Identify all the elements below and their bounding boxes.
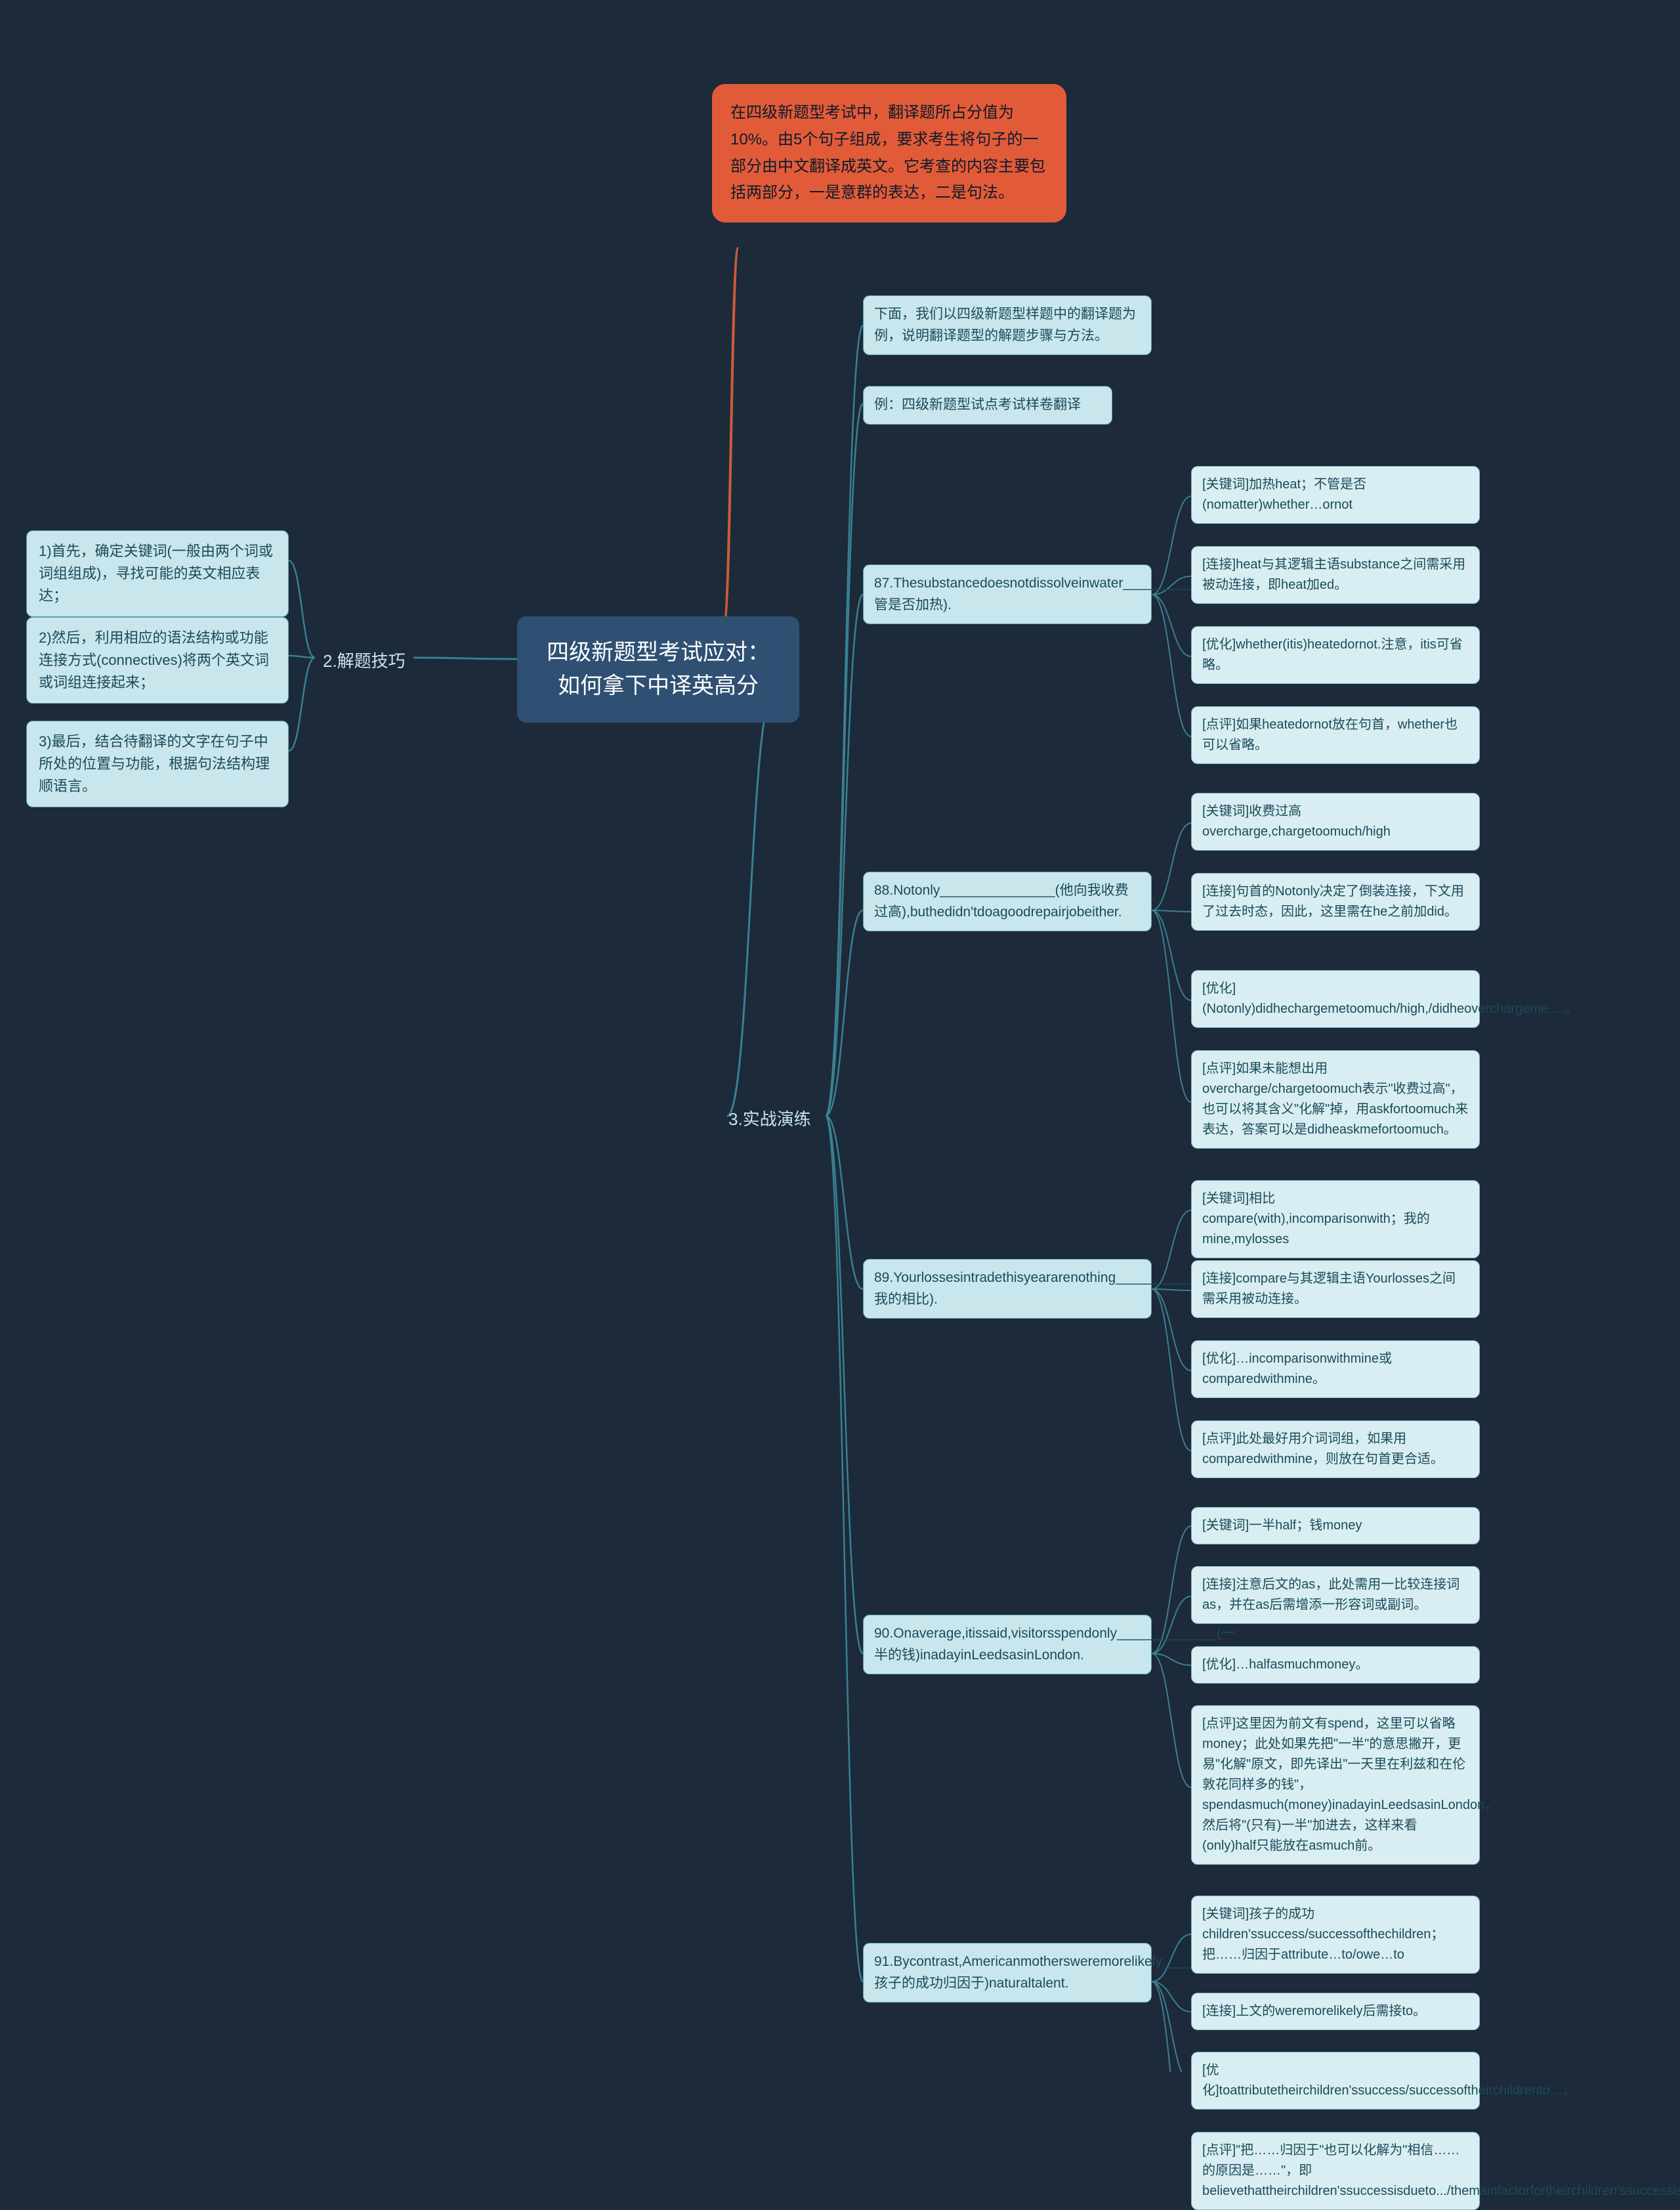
section2-item: 2)然后，利用相应的语法结构或功能连接方式(connectives)将两个英文词… [26, 617, 289, 704]
leaf-node: [点评]如果未能想出用overcharge/chargetoomuch表示"收费… [1191, 1050, 1480, 1149]
leaf-node: [点评]这里因为前文有spend，这里可以省略money；此处如果先把"一半"的… [1191, 1705, 1480, 1865]
leaf-node: [优化](Notonly)didhechargemetoomuch/high,/… [1191, 970, 1480, 1028]
section1-node: 在四级新题型考试中，翻译题所占分值为10%。由5个句子组成，要求考生将句子的一部… [712, 84, 1066, 223]
leaf-node: [点评]如果heatedornot放在句首，whether也可以省略。 [1191, 706, 1480, 764]
leaf-node: [连接]句首的Notonly决定了倒装连接，下文用了过去时态，因此，这里需在he… [1191, 873, 1480, 931]
section3-intro: 例：四级新题型试点考试样卷翻译 [863, 386, 1112, 425]
section3-label: 3.实战演练 [721, 1103, 819, 1136]
section2-label: 2.解题技巧 [315, 645, 413, 678]
question-node: 88.Notonly_______________(他向我收费过高),buthe… [863, 872, 1152, 931]
leaf-node: [关键词]孩子的成功children'ssuccess/successofthe… [1191, 1896, 1480, 1974]
section2-item: 1)首先，确定关键词(一般由两个词或词组组成)，寻找可能的英文相应表达； [26, 530, 289, 617]
leaf-node: [关键词]收费过高overcharge,chargetoomuch/high [1191, 793, 1480, 851]
question-node: 91.Bycontrast,Americanmothersweremorelik… [863, 1943, 1152, 2003]
root-node: 四级新题型考试应对：如何拿下中译英高分 [517, 616, 799, 723]
question-node: 90.Onaverage,itissaid,visitorsspendonly_… [863, 1615, 1152, 1674]
question-node: 87.Thesubstancedoesnotdissolveinwater___… [863, 564, 1152, 624]
leaf-node: [关键词]一半half；钱money [1191, 1507, 1480, 1544]
section3-label-text: 3.实战演练 [728, 1109, 811, 1129]
leaf-node: [连接]compare与其逻辑主语Yourlosses之间需采用被动连接。 [1191, 1260, 1480, 1318]
section2-item: 3)最后，结合待翻译的文字在句子中所处的位置与功能，根据句法结构理顺语言。 [26, 721, 289, 807]
section3-intro: 下面，我们以四级新题型样题中的翻译题为例，说明翻译题型的解题步骤与方法。 [863, 295, 1152, 355]
leaf-node: [连接]上文的weremorelikely后需接to。 [1191, 1993, 1480, 2030]
root-text: 四级新题型考试应对：如何拿下中译英高分 [547, 640, 770, 698]
leaf-node: [连接]注意后文的as，此处需用一比较连接词as，并在as后需增添一形容词或副词… [1191, 1566, 1480, 1624]
leaf-node: [关键词]加热heat；不管是否(nomatter)whether…ornot [1191, 466, 1480, 524]
leaf-node: [关键词]相比compare(with),incomparisonwith；我的… [1191, 1180, 1480, 1258]
leaf-node: [点评]"把……归因于"也可以化解为"相信……的原因是……"，即believet… [1191, 2132, 1480, 2210]
section2-label-text: 2.解题技巧 [323, 651, 406, 671]
leaf-node: [优化]whether(itis)heatedornot.注意，itis可省略。 [1191, 626, 1480, 684]
leaf-node: [连接]heat与其逻辑主语substance之间需采用被动连接，即heat加e… [1191, 546, 1480, 604]
section1-text: 在四级新题型考试中，翻译题所占分值为10%。由5个句子组成，要求考生将句子的一部… [730, 104, 1045, 202]
leaf-node: [优化]toattributetheirchildren'ssuccess/su… [1191, 2052, 1480, 2110]
leaf-node: [优化]…incomparisonwithmine或comparedwithmi… [1191, 1340, 1480, 1398]
leaf-node: [点评]此处最好用介词词组，如果用comparedwithmine，则放在句首更… [1191, 1420, 1480, 1478]
leaf-node: [优化]…halfasmuchmoney。 [1191, 1646, 1480, 1684]
question-node: 89.Yourlossesintradethisyeararenothing__… [863, 1259, 1152, 1319]
